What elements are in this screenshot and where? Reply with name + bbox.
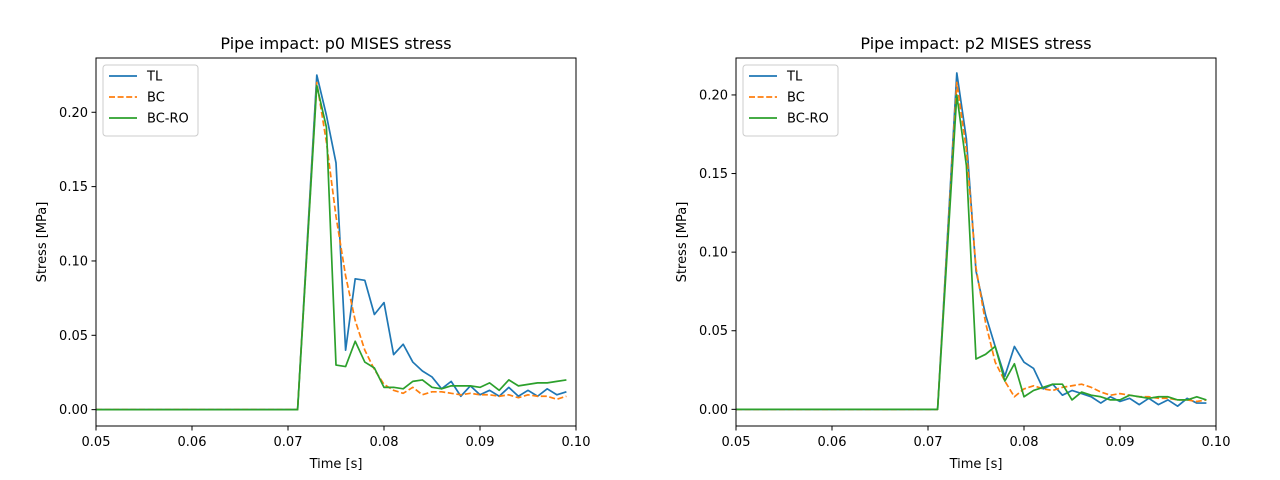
legend-label: BC [147,91,165,106]
y-tick-label: 0.10 [699,246,728,261]
legend-label: TL [146,70,163,85]
y-tick-label: 0.20 [59,106,88,121]
series-line-tl [96,74,567,411]
y-tick-label: 0.15 [59,180,88,195]
legend-label: BC-RO [147,112,189,127]
x-tick-label: 0.07 [274,435,303,450]
series-line-bc-ro [736,94,1207,411]
y-axis-label: Stress [MPa] [675,202,690,283]
x-tick-label: 0.08 [370,435,399,450]
x-tick-label: 0.05 [82,435,111,450]
y-tick-label: 0.10 [59,254,88,269]
x-tick-label: 0.09 [466,435,495,450]
legend-label: BC-RO [787,112,829,127]
series-line-bc-ro [96,84,567,411]
x-tick-label: 0.06 [818,435,847,450]
y-tick-label: 0.15 [699,167,728,182]
y-tick-label: 0.05 [699,324,728,339]
chart-title: Pipe impact: p2 MISES stress [860,34,1091,53]
y-tick-label: 0.05 [59,329,88,344]
y-tick-label: 0.20 [699,88,728,103]
x-axis-label: Time [s] [949,457,1003,472]
legend-label: TL [786,70,803,85]
x-tick-label: 0.10 [1202,435,1231,450]
plot-frame [95,57,577,427]
x-tick-label: 0.05 [722,435,751,450]
x-tick-label: 0.10 [562,435,591,450]
legend: TL BC BC-RO [742,64,839,137]
y-tick-label: 0.00 [59,403,88,418]
x-tick-label: 0.09 [1106,435,1135,450]
series-group [736,72,1207,411]
legend: TL BC BC-RO [102,64,199,137]
y-tick-label: 0.00 [699,403,728,418]
legend-label: BC [787,91,805,106]
left-chart-panel: Pipe impact: p0 MISES stress 0.05 0.06 0.07… [35,34,590,472]
x-tick-label: 0.08 [1010,435,1039,450]
series-line-bc [96,81,567,411]
chart-title: Pipe impact: p0 MISES stress [220,34,451,53]
plot-frame [735,57,1217,427]
y-axis-label: Stress [MPa] [35,202,50,283]
x-tick-label: 0.06 [178,435,207,450]
x-tick-label: 0.07 [914,435,943,450]
series-line-bc [736,81,1207,411]
series-group [96,74,567,411]
x-axis-label: Time [s] [309,457,363,472]
right-chart-panel: Pipe impact: p2 MISES stress 0.05 0.06 0.07… [675,34,1230,472]
